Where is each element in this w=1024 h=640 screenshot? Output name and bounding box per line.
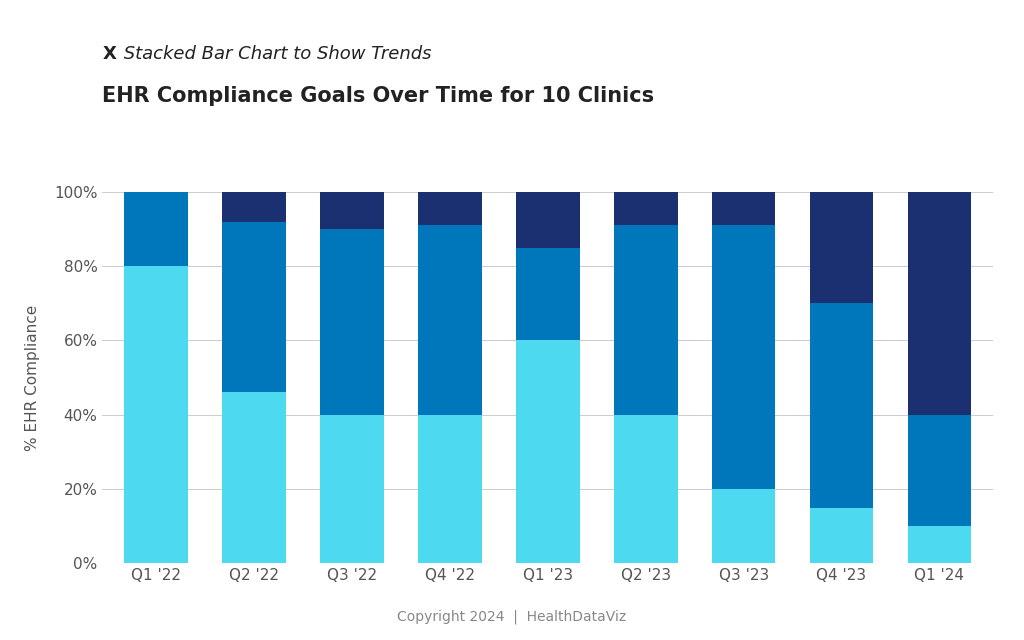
Text: Stacked Bar Chart to Show Trends: Stacked Bar Chart to Show Trends <box>118 45 431 63</box>
Bar <box>125 266 188 563</box>
Text: EHR Compliance Goals Over Time for 10 Clinics: EHR Compliance Goals Over Time for 10 Cl… <box>102 86 654 106</box>
Bar <box>418 192 481 225</box>
Bar <box>516 340 580 563</box>
Bar <box>810 303 873 508</box>
Bar <box>907 192 971 415</box>
Bar <box>321 415 384 563</box>
Bar <box>712 192 775 225</box>
Bar <box>712 489 775 563</box>
Bar <box>222 192 286 221</box>
Bar <box>321 229 384 415</box>
Bar <box>418 225 481 415</box>
Bar <box>614 415 678 563</box>
Bar <box>614 225 678 415</box>
Y-axis label: % EHR Compliance: % EHR Compliance <box>26 305 40 451</box>
Bar <box>125 192 188 266</box>
Bar <box>614 192 678 225</box>
Bar <box>222 221 286 392</box>
Text: Copyright 2024  |  HealthDataViz: Copyright 2024 | HealthDataViz <box>397 609 627 624</box>
Bar <box>810 508 873 563</box>
Bar <box>321 192 384 229</box>
Text: X: X <box>102 45 117 63</box>
Bar <box>810 192 873 303</box>
Bar <box>516 248 580 340</box>
Bar <box>712 225 775 489</box>
Bar <box>418 415 481 563</box>
Bar <box>907 526 971 563</box>
Bar <box>907 415 971 526</box>
Bar <box>222 392 286 563</box>
Bar <box>516 192 580 248</box>
